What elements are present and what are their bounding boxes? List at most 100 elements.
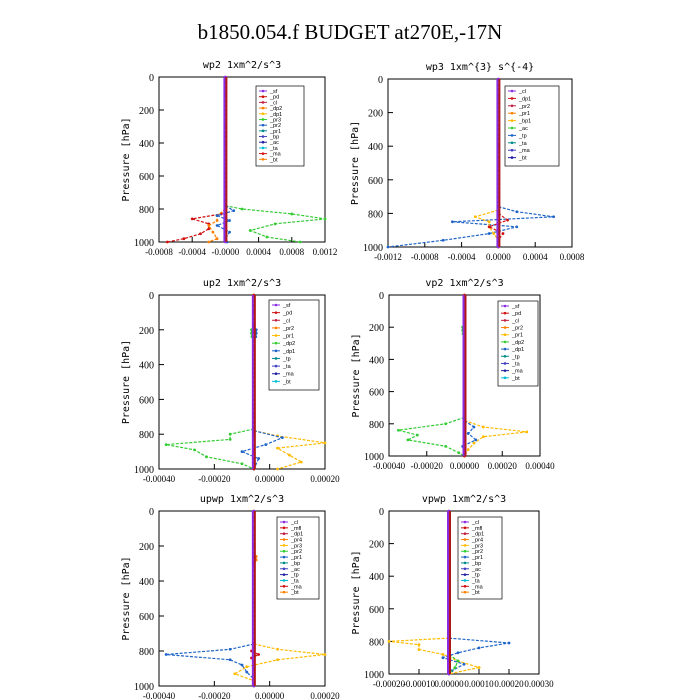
legend-marker	[282, 532, 286, 535]
legend-label: _mfl	[290, 526, 301, 532]
data-point	[492, 232, 496, 235]
panel-title: wp3 1xm^{3} s^{-4}	[426, 62, 534, 73]
legend-label: _ac	[471, 567, 481, 573]
x-tick-label: -0.00020	[198, 474, 231, 484]
x-tick-label: 0.00020	[310, 691, 340, 700]
legend-marker	[261, 146, 265, 150]
data-point	[228, 658, 232, 662]
legend-marker	[274, 372, 278, 376]
data-point	[417, 648, 421, 651]
x-tick-label: 0.0004	[246, 247, 271, 257]
data-point	[481, 425, 485, 429]
legend-label: _pr4	[471, 538, 483, 544]
legend-label: _bt	[282, 379, 291, 385]
y-tick-label: 1000	[363, 243, 383, 254]
x-tick-label: -0.00040	[373, 461, 406, 471]
legend-marker	[510, 126, 514, 130]
data-point	[451, 220, 454, 224]
data-point	[417, 643, 421, 647]
legend-marker	[274, 364, 278, 368]
y-tick-label: 400	[139, 577, 154, 588]
legend-label: _dp2	[269, 106, 282, 112]
legend-marker	[282, 561, 286, 565]
y-tick-label: 600	[139, 395, 154, 406]
panel-title: vpwp 1xm^2/s^3	[422, 494, 506, 505]
legend-label: _ta	[282, 364, 292, 370]
legend-label: _tp	[290, 573, 299, 579]
legend-marker	[261, 118, 265, 121]
legend-marker	[261, 95, 265, 98]
data-point	[472, 441, 476, 445]
data-point	[228, 647, 232, 651]
legend-label: _pr2	[511, 326, 523, 332]
legend-label: _dp1	[282, 349, 295, 355]
y-tick-label: 600	[368, 176, 383, 187]
legend-marker	[282, 555, 286, 559]
legend-box	[268, 299, 320, 391]
legend-label: _dp2	[511, 340, 524, 346]
legend-marker	[503, 311, 507, 315]
x-tick-label: 0.00000	[255, 691, 285, 700]
data-point	[276, 658, 279, 662]
data-point	[288, 453, 291, 457]
y-tick-label: 200	[368, 109, 383, 120]
data-point	[215, 214, 219, 218]
legend-marker	[503, 362, 507, 365]
legend-label: _ta	[518, 141, 528, 147]
data-point	[240, 663, 244, 667]
legend-marker	[463, 538, 467, 541]
data-point	[248, 229, 252, 232]
legend: _cl_mfl_dp1_pr4_pr3_pr2_pr1_bp_ac_tp_ta_…	[457, 516, 503, 600]
legend-marker	[510, 134, 514, 137]
data-point	[228, 432, 232, 436]
series-line-tp	[387, 206, 554, 248]
legend-marker	[463, 544, 467, 547]
legend-marker	[510, 119, 514, 122]
x-tick-label: 0.0004	[523, 252, 548, 262]
data-point	[477, 666, 481, 669]
legend-label: _bt	[269, 157, 278, 163]
data-point	[228, 230, 231, 234]
data-point	[228, 219, 231, 222]
data-point	[290, 212, 294, 216]
y-tick-label: 600	[369, 388, 384, 399]
y-axis-label: Pressure [hPa]	[350, 121, 361, 205]
data-point	[487, 225, 491, 229]
data-point	[207, 240, 211, 244]
x-tick-label: 0.0008	[560, 252, 585, 262]
data-point	[474, 215, 477, 219]
data-point	[215, 237, 219, 241]
data-point	[441, 656, 445, 660]
legend-label: _pr1	[511, 333, 523, 339]
legend-marker	[282, 590, 286, 594]
legend-marker	[274, 334, 278, 337]
legend-label: _pr3	[269, 117, 281, 123]
legend-marker	[282, 520, 286, 524]
plot-frame	[388, 510, 540, 675]
legend-marker	[274, 303, 278, 307]
data-point	[466, 448, 470, 451]
data-point	[215, 219, 219, 222]
legend-label: _pd	[511, 311, 521, 317]
legend-marker	[282, 538, 286, 541]
legend-label: _bt	[290, 590, 299, 596]
legend-box	[504, 85, 560, 167]
series-line-dp1	[398, 416, 465, 457]
legend-label: _tp	[518, 133, 527, 139]
legend-marker	[282, 585, 286, 588]
legend-marker	[463, 590, 467, 594]
data-point	[298, 240, 302, 244]
chart-panel-2: wp3 1xm^{3} s^{-4} Pressure [hPa] 0 200 400 6…	[350, 62, 585, 262]
legend-label: _ac	[290, 567, 300, 573]
legend-label: _dp1	[290, 532, 303, 538]
series-line-pr1	[225, 205, 326, 243]
legend-marker	[463, 567, 467, 571]
legend-label: _ma	[290, 584, 303, 590]
x-tick-label: 0.00020	[494, 679, 524, 689]
panel-title: wp2 1xm^2/s^3	[203, 60, 281, 71]
y-tick-label: 400	[139, 139, 154, 150]
data-point	[415, 433, 419, 437]
legend-marker	[503, 319, 507, 322]
data-point	[457, 451, 461, 455]
data-point	[276, 467, 279, 471]
